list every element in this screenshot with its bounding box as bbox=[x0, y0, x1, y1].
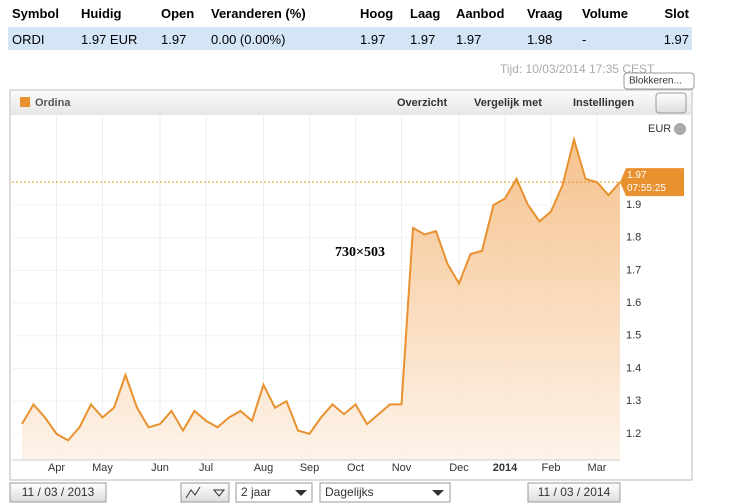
period-label[interactable]: 2 jaar bbox=[241, 485, 271, 499]
column-header: Vraag bbox=[527, 6, 563, 21]
table-cell: 1.97 bbox=[456, 32, 482, 47]
y-tick-label: 1.8 bbox=[626, 232, 641, 244]
column-header: Huidig bbox=[81, 6, 122, 21]
x-tick-label: Mar bbox=[588, 462, 607, 474]
row-band bbox=[8, 27, 692, 50]
y-tick-label: 1.7 bbox=[626, 264, 641, 276]
panel-title: Ordina bbox=[35, 97, 71, 109]
series-swatch bbox=[20, 97, 30, 107]
watermark: 730×503 bbox=[335, 245, 385, 260]
nav-item[interactable]: Instellingen bbox=[573, 97, 634, 109]
interval-label[interactable]: Dagelijks bbox=[325, 485, 374, 499]
currency: EUR bbox=[648, 123, 671, 135]
table-cell: 1.98 bbox=[527, 32, 553, 47]
y-tick-label: 1.9 bbox=[626, 199, 641, 211]
x-tick-label: May bbox=[92, 462, 113, 474]
x-tick-label: Jul bbox=[199, 462, 213, 474]
start-date-label[interactable]: 11 / 03 / 2013 bbox=[22, 485, 95, 499]
x-tick-label: Apr bbox=[48, 462, 65, 474]
table-cell: - bbox=[582, 32, 587, 47]
dropdown-arrow bbox=[432, 490, 444, 496]
column-header: Aanbod bbox=[456, 6, 505, 21]
y-tick-label: 1.3 bbox=[626, 395, 641, 407]
block-button-label[interactable]: Blokkeren... bbox=[629, 76, 682, 87]
column-header: Slot bbox=[664, 6, 689, 21]
x-tick-label: Dec bbox=[449, 462, 469, 474]
table-cell: 1.97 EUR bbox=[81, 32, 138, 47]
last-time-label: 07:55:25 bbox=[627, 183, 666, 194]
block-button[interactable] bbox=[623, 72, 695, 90]
x-tick-label: Sep bbox=[300, 462, 320, 474]
column-header: Veranderen (%) bbox=[211, 6, 306, 21]
y-tick-label: 1.2 bbox=[626, 428, 641, 440]
start-date[interactable] bbox=[9, 482, 107, 503]
table-cell: 1.97 bbox=[161, 32, 187, 47]
nav-item[interactable]: Vergelijk met bbox=[474, 97, 542, 109]
column-header: Volume bbox=[582, 6, 628, 21]
column-header: Open bbox=[161, 6, 195, 21]
x-tick-label: Nov bbox=[392, 462, 412, 474]
table-cell: ORDI bbox=[12, 32, 45, 47]
end-date[interactable] bbox=[527, 482, 621, 503]
x-tick-label: Oct bbox=[347, 462, 364, 474]
x-tick-label: 2014 bbox=[493, 462, 518, 474]
area bbox=[22, 139, 620, 460]
table-cell: 1.97 bbox=[360, 32, 386, 47]
price-line bbox=[21, 135, 621, 442]
x-tick-label: Jun bbox=[151, 462, 169, 474]
x-tick-label: Aug bbox=[254, 462, 274, 474]
x-tick-label: Feb bbox=[542, 462, 561, 474]
y-tick-label: 1.6 bbox=[626, 297, 641, 309]
chart-type-icon bbox=[185, 486, 226, 499]
chart-type-select[interactable] bbox=[180, 482, 230, 503]
settings-icon[interactable] bbox=[674, 123, 686, 135]
y-tick-label: 1.5 bbox=[626, 330, 641, 342]
dropdown-arrow bbox=[295, 490, 307, 496]
interval-select[interactable] bbox=[319, 482, 451, 503]
end-date-label[interactable]: 11 / 03 / 2014 bbox=[538, 485, 611, 499]
column-header: Symbol bbox=[12, 6, 59, 21]
column-header: Laag bbox=[410, 6, 441, 21]
period-select[interactable] bbox=[235, 482, 313, 503]
timestamp: Tijd: 10/03/2014 17:35 CEST bbox=[500, 62, 655, 76]
nav-item[interactable]: Overzicht bbox=[397, 97, 447, 109]
table-cell: 1.97 bbox=[663, 32, 689, 47]
panel-header bbox=[11, 91, 691, 115]
y-tick-label: 1.4 bbox=[626, 362, 641, 374]
table-cell: 1.97 bbox=[410, 32, 436, 47]
last-price-label: 1.97 bbox=[627, 170, 647, 181]
column-header: Hoog bbox=[360, 6, 394, 21]
table-cell: 0.00 (0.00%) bbox=[211, 32, 286, 47]
fullscreen-button[interactable] bbox=[655, 92, 687, 114]
last-price-box bbox=[620, 168, 684, 197]
